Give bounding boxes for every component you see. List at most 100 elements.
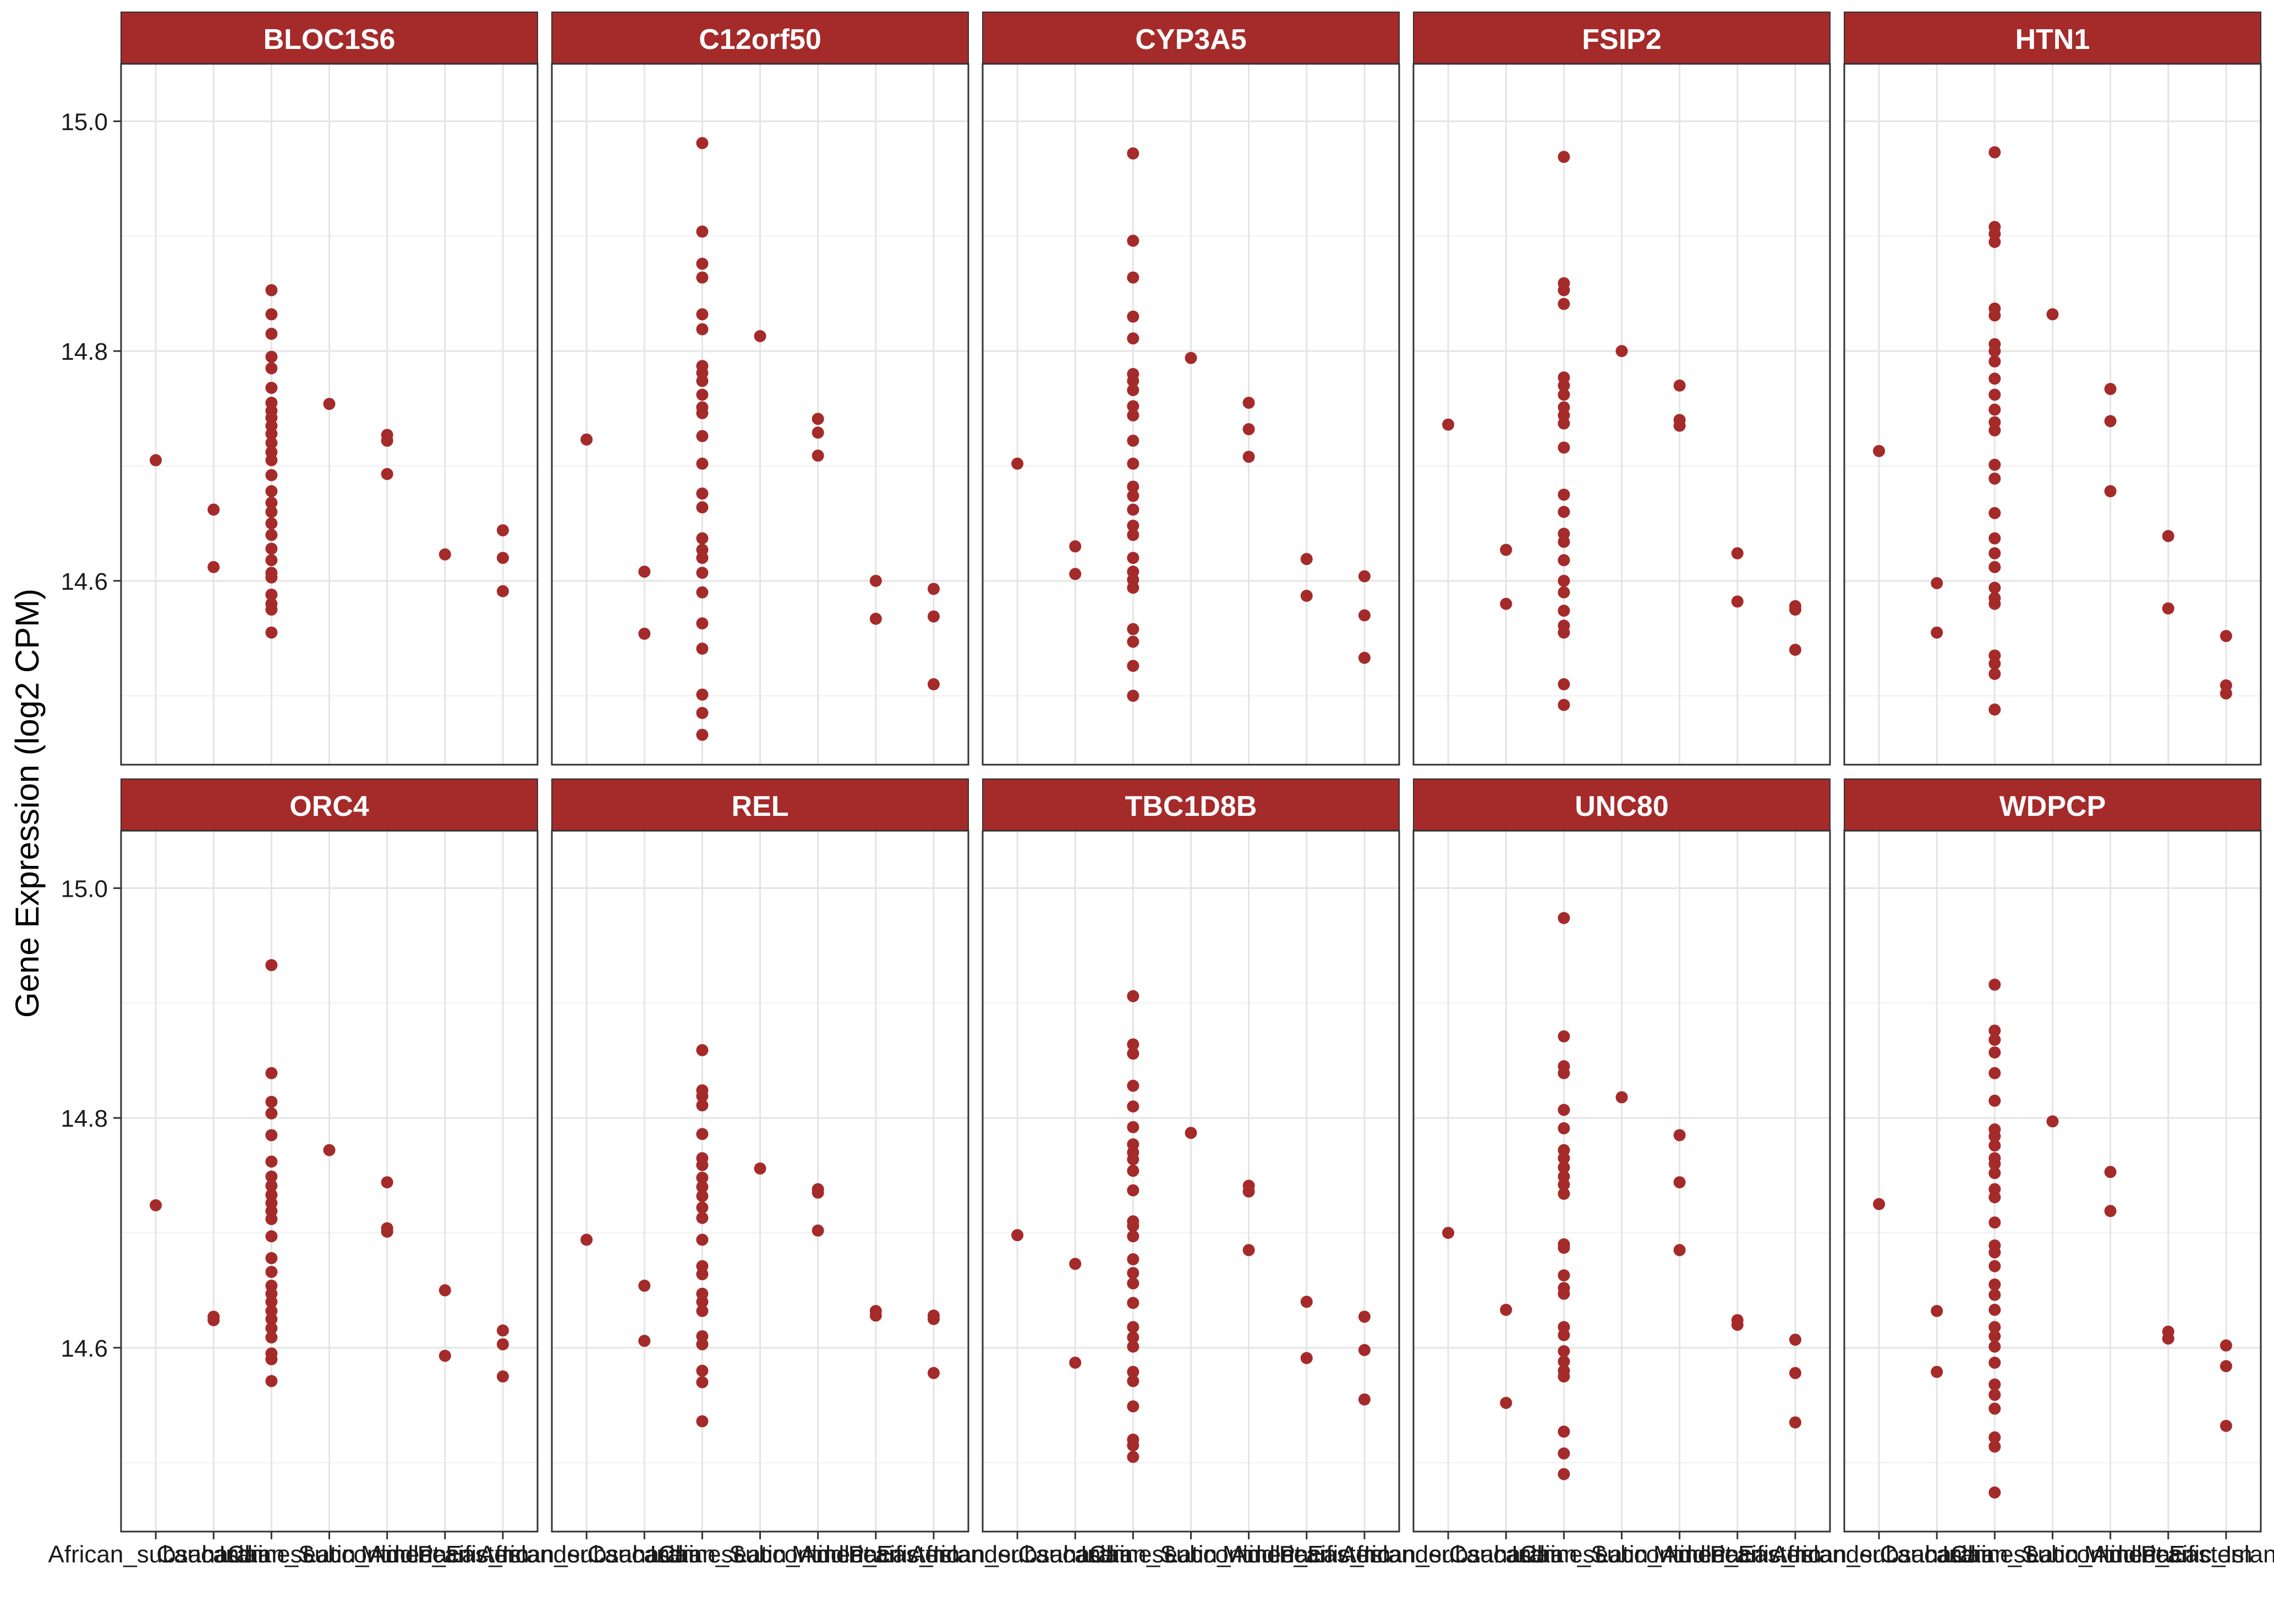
data-point: [1300, 589, 1313, 602]
data-point: [696, 1181, 709, 1193]
data-point: [2220, 687, 2232, 700]
data-point: [1988, 309, 2001, 322]
data-point: [265, 1129, 278, 1142]
data-point: [1127, 1277, 1139, 1290]
data-point: [927, 583, 940, 595]
data-point: [1558, 605, 1570, 617]
data-point: [1988, 388, 2001, 401]
data-point: [265, 1155, 278, 1168]
data-point: [1358, 1393, 1371, 1406]
data-point: [496, 524, 509, 536]
data-point: [1069, 1258, 1082, 1270]
data-point: [696, 1211, 709, 1224]
facet-panels: BLOC1S6 14.6 14.8 15.0 C12orf50 CYP3A5 FSIP2 HT…: [48, 12, 2274, 1568]
facet-strip-title: CYP3A5: [1135, 24, 1246, 56]
data-point: [696, 1296, 709, 1308]
data-point: [1988, 1389, 2001, 1401]
data-point: [439, 548, 451, 561]
data-point: [1069, 540, 1082, 553]
data-point: [1127, 147, 1139, 160]
x-tick-label: Chinese: [658, 1541, 747, 1568]
data-point: [1988, 235, 2001, 248]
data-point: [1127, 1184, 1139, 1197]
x-tick-label: Pacific_Islander: [848, 1541, 1020, 1568]
x-tick-label: Chinese: [1950, 1541, 2039, 1568]
facet-strip: [1413, 778, 1831, 831]
data-point: [1988, 1130, 2001, 1143]
data-point: [696, 501, 709, 514]
data-point: [696, 1201, 709, 1214]
data-point: [1127, 1321, 1139, 1334]
data-point: [1558, 1355, 1570, 1368]
data-point: [1988, 146, 2001, 158]
y-tick-label: 14.8: [61, 338, 108, 365]
facet-panel-c12orf50: C12orf50: [551, 12, 969, 766]
data-point: [265, 571, 278, 584]
data-point: [812, 413, 824, 425]
data-point: [696, 457, 709, 470]
data-point: [265, 308, 278, 321]
facet-strip: [1844, 12, 2261, 64]
data-point: [696, 1159, 709, 1171]
data-point: [1558, 626, 1570, 639]
data-point: [1127, 1297, 1139, 1309]
data-point: [1988, 703, 2001, 716]
x-tick-label: Caucasian: [1880, 1541, 1994, 1568]
data-point: [580, 433, 593, 446]
facet-strip: [982, 12, 1400, 64]
data-point: [1988, 1330, 2001, 1342]
data-point: [265, 542, 278, 555]
data-point: [1789, 1334, 1801, 1346]
data-point: [696, 257, 709, 270]
data-point: [265, 1170, 278, 1183]
data-point: [1931, 577, 1943, 590]
x-tick-label: Indian_Subcontinent: [1942, 1541, 2163, 1568]
data-point: [1988, 458, 2001, 471]
data-point: [1242, 423, 1255, 436]
data-point: [1358, 1310, 1371, 1323]
data-point: [1127, 375, 1139, 387]
data-point: [1127, 310, 1139, 323]
data-point: [265, 517, 278, 530]
data-point: [2104, 383, 2117, 396]
data-point: [1988, 1440, 2001, 1453]
data-point: [696, 586, 709, 599]
data-point: [1127, 1165, 1139, 1177]
data-point: [1558, 1161, 1570, 1173]
data-point: [1127, 519, 1139, 532]
data-point: [265, 1375, 278, 1387]
data-point: [496, 1324, 509, 1337]
data-point: [1558, 1067, 1570, 1079]
data-point: [1558, 1152, 1570, 1165]
data-point: [869, 574, 882, 587]
data-point: [1558, 1269, 1570, 1282]
x-tick-label: Latin_American: [303, 1541, 472, 1568]
data-point: [439, 1349, 451, 1362]
data-point: [1988, 1486, 2001, 1499]
data-point: [1789, 1416, 1801, 1429]
facet-strip: [1413, 12, 1831, 64]
data-point: [1558, 1287, 1570, 1300]
data-point: [1127, 332, 1139, 345]
data-point: [1873, 1198, 1886, 1210]
data-point: [754, 330, 766, 342]
data-point: [927, 610, 940, 623]
panel-border: [982, 63, 1400, 766]
data-point: [696, 225, 709, 238]
data-point: [696, 487, 709, 500]
data-point: [1558, 506, 1570, 518]
data-point: [1011, 457, 1024, 470]
data-point: [1185, 352, 1197, 364]
data-point: [2220, 630, 2232, 643]
data-point: [265, 1230, 278, 1243]
x-tick-label: Indian_Subcontinent: [1081, 1541, 1301, 1568]
data-point: [1988, 1046, 2001, 1059]
data-point: [265, 362, 278, 375]
x-tick-label: Middle_Eastern: [1653, 1541, 1822, 1568]
data-point: [381, 1176, 393, 1189]
data-point: [1358, 1344, 1371, 1357]
x-tick-label: Middle_Eastern: [1223, 1541, 1391, 1568]
data-point: [1988, 532, 2001, 545]
data-point: [754, 1162, 766, 1175]
facet-panel-wdpcp: WDPCP African_subsaharanCaucasianChineseI…: [1771, 778, 2274, 1568]
